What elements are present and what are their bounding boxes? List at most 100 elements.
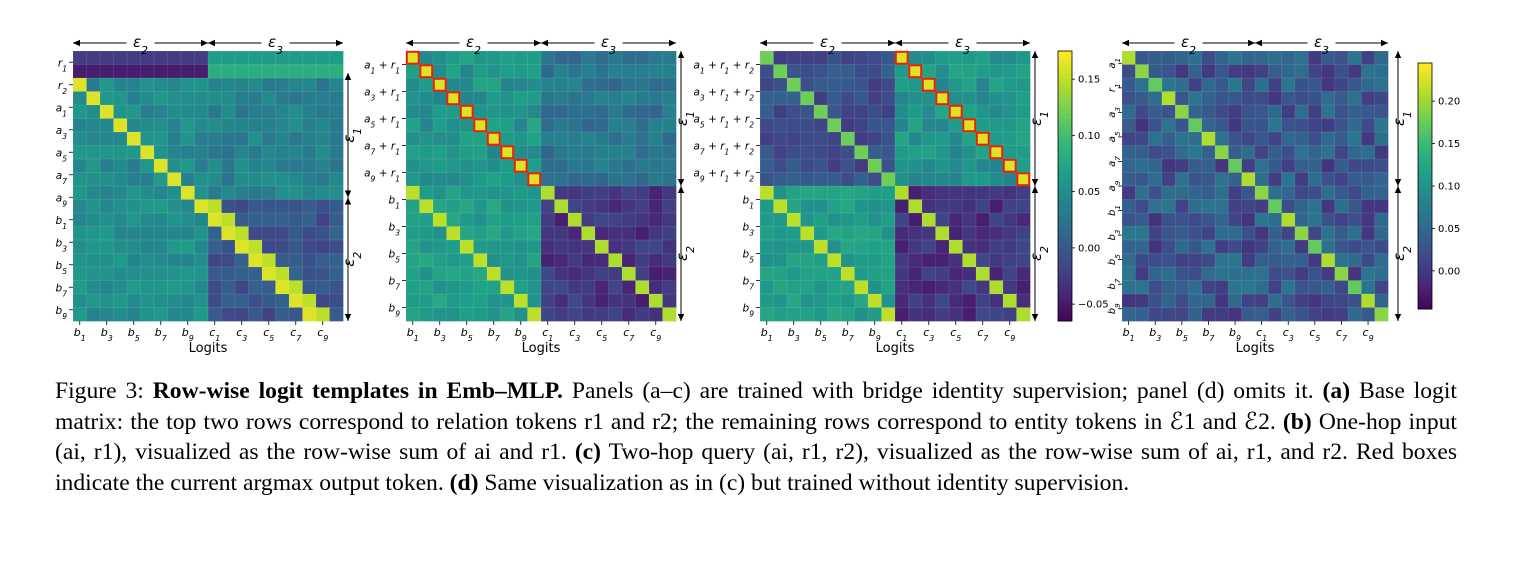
argmax-red-box bbox=[419, 64, 434, 79]
x-axis-label: Logits bbox=[189, 341, 228, 356]
x-tick-label: c1 bbox=[1256, 326, 1267, 343]
heatmap-cell bbox=[962, 280, 977, 295]
colorbar: 0.200.150.100.050.00 bbox=[1417, 62, 1460, 310]
heatmap-cell bbox=[867, 172, 883, 187]
argmax-red-box bbox=[989, 145, 1004, 160]
colorbar-step bbox=[1058, 204, 1072, 209]
heatmap-cell bbox=[827, 266, 842, 282]
heatmap-cell bbox=[648, 145, 664, 160]
heatmap-cell bbox=[1294, 199, 1309, 214]
heatmap-cell bbox=[275, 91, 290, 106]
heatmap-cell bbox=[1294, 212, 1309, 228]
heatmap-cell bbox=[989, 50, 1004, 66]
heatmap-cell bbox=[99, 185, 115, 201]
colorbar-step bbox=[1058, 159, 1072, 164]
heatmap-cell bbox=[113, 118, 128, 133]
heatmap-cell bbox=[813, 131, 829, 147]
colorbar-step bbox=[1418, 145, 1432, 150]
heatmap-cell bbox=[513, 145, 529, 160]
heatmap-cell bbox=[527, 158, 542, 174]
heatmap-cell bbox=[329, 50, 344, 66]
heatmap-cell bbox=[594, 307, 610, 322]
top-bracket-label-0: ε2 bbox=[1181, 33, 1196, 57]
heatmap-cell bbox=[527, 253, 542, 268]
heatmap-cell bbox=[540, 77, 556, 93]
heatmap-cell bbox=[540, 212, 556, 228]
heatmap-cell bbox=[962, 266, 977, 282]
heatmap-cell bbox=[773, 212, 788, 228]
heatmap-cell bbox=[867, 253, 883, 268]
heatmap-cell bbox=[329, 199, 344, 214]
heatmap-cell bbox=[1254, 239, 1269, 255]
heatmap-cell bbox=[1268, 293, 1283, 309]
x-tick-label: c3 bbox=[236, 326, 247, 343]
heatmap-cell bbox=[1121, 104, 1136, 120]
heatmap-cell bbox=[1374, 226, 1389, 241]
heatmap-cell bbox=[1241, 199, 1256, 214]
heatmap-cell bbox=[948, 145, 964, 160]
heatmap-cell bbox=[180, 266, 196, 282]
heatmap-cell bbox=[140, 199, 155, 214]
heatmap-cell bbox=[1254, 118, 1269, 133]
heatmap-cell bbox=[1148, 253, 1163, 268]
heatmap-cell bbox=[486, 253, 502, 268]
heatmap-cell bbox=[813, 293, 829, 309]
heatmap-cell bbox=[72, 307, 88, 322]
caption-d-text: Same visualization as in (c) but trained… bbox=[484, 469, 1130, 496]
heatmap-cell bbox=[1374, 50, 1389, 66]
heatmap-cell bbox=[948, 158, 964, 174]
heatmap-cell bbox=[1361, 266, 1376, 282]
heatmap-cell bbox=[1228, 293, 1243, 309]
heatmap-cell bbox=[1228, 77, 1243, 93]
heatmap-cell bbox=[1374, 91, 1389, 106]
y-tick-label: a5 bbox=[56, 147, 67, 163]
heatmap-cell bbox=[935, 266, 950, 282]
y-tick-label: b1 bbox=[56, 215, 67, 231]
heatmap-cell bbox=[207, 104, 223, 120]
heatmap-cell bbox=[540, 104, 556, 120]
colorbar-step bbox=[1058, 100, 1072, 106]
colorbar-step bbox=[1418, 198, 1432, 203]
colorbar-step bbox=[1058, 51, 1072, 56]
heatmap-cell bbox=[786, 172, 802, 187]
heatmap-cell bbox=[302, 280, 317, 295]
heatmap-cell bbox=[935, 280, 950, 295]
heatmap-cell bbox=[1254, 131, 1269, 147]
heatmap-cell bbox=[486, 172, 502, 187]
heatmap-cell bbox=[140, 131, 155, 147]
heatmap-cell bbox=[261, 266, 277, 282]
heatmap-cell bbox=[140, 158, 155, 174]
heatmap-cell bbox=[1268, 118, 1283, 133]
heatmap-cell bbox=[800, 131, 815, 147]
heatmap-cell bbox=[554, 131, 569, 147]
heatmap-cell bbox=[72, 91, 88, 106]
colorbar-step bbox=[1058, 226, 1072, 232]
heatmap-cell bbox=[975, 77, 991, 93]
right-bracket-label-1: ε2 bbox=[1390, 246, 1414, 261]
colorbar-step bbox=[1058, 244, 1072, 250]
heatmap-cell bbox=[840, 118, 856, 133]
colorbar-step bbox=[1058, 109, 1072, 115]
heatmap-cell bbox=[1294, 50, 1309, 66]
heatmap-cell bbox=[908, 293, 923, 309]
colorbar-tick-label: 0.15 bbox=[1438, 139, 1460, 150]
heatmap-cell bbox=[635, 280, 650, 295]
colorbar-step bbox=[1058, 307, 1072, 313]
heatmap-cell bbox=[248, 77, 263, 93]
heatmap-cell bbox=[1016, 91, 1031, 106]
colorbar-step bbox=[1418, 296, 1432, 302]
heatmap-cell bbox=[1307, 118, 1323, 133]
heatmap-cell bbox=[86, 172, 101, 187]
colorbar-step bbox=[1058, 316, 1072, 322]
heatmap-cell bbox=[86, 131, 101, 147]
heatmap-cell bbox=[302, 293, 317, 309]
heatmap-cell bbox=[1161, 91, 1176, 106]
heatmap-cell bbox=[773, 131, 788, 147]
heatmap-cell bbox=[1214, 50, 1230, 66]
heatmap-cell bbox=[1174, 266, 1190, 282]
heatmap-cell bbox=[153, 293, 169, 309]
colorbar-step bbox=[1418, 95, 1432, 101]
colorbar-step bbox=[1058, 289, 1072, 295]
heatmap-cell bbox=[935, 50, 950, 66]
heatmap-cell bbox=[113, 199, 128, 214]
